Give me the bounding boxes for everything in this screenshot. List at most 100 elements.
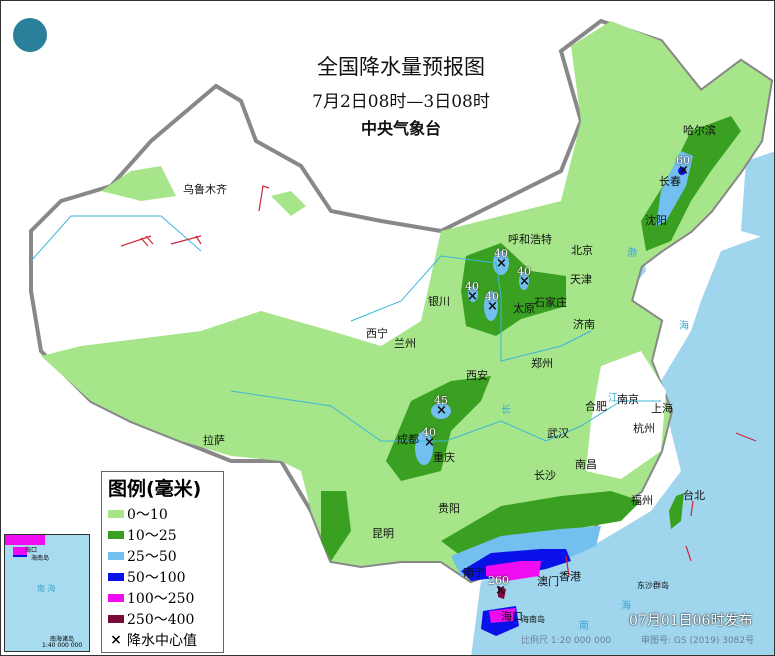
- rain-center-value: 60: [676, 154, 690, 167]
- yellow-river: [350, 255, 592, 362]
- forecast-period: 7月2日08时—3日08时: [312, 92, 490, 112]
- city-label: 成都: [397, 433, 419, 446]
- city-label: 天津: [570, 273, 592, 286]
- agency-name: 中央气象台: [360, 119, 441, 138]
- legend-item: 250～400: [108, 608, 217, 629]
- city-label: 哈尔滨: [683, 124, 716, 137]
- city-label: 沈阳: [645, 214, 667, 227]
- city-label: 上海: [651, 402, 673, 415]
- rain-center-value: 40: [465, 280, 479, 293]
- inset-sea-label: 南 海: [37, 584, 56, 593]
- city-label: 拉萨: [203, 434, 225, 447]
- rain-center-value: 45: [434, 394, 448, 407]
- south-china-sea-inset: 海口 海南岛 南 海 南海诸岛 1:40 000 000: [4, 534, 90, 652]
- rain-zone-25-50-d: [519, 272, 529, 290]
- rain-zone-25-50-f: [415, 431, 433, 465]
- inset-scale: 1:40 000 000: [42, 642, 83, 649]
- rain-zone-250-400: [498, 586, 506, 599]
- legend-item: 50～100: [108, 566, 217, 587]
- rain-zone-25-50-c: [468, 286, 478, 302]
- rain-center-value: 40: [517, 265, 531, 278]
- city-label: 贵阳: [438, 502, 460, 515]
- legend-item: 25～50: [108, 545, 217, 566]
- legend-label: 100～250: [127, 590, 195, 607]
- rain-center-marker-icon: ×: [436, 403, 447, 418]
- legend-swatch: [108, 593, 124, 602]
- map-scale: 比例尺 1:20 000 000: [521, 636, 612, 646]
- rain-center-value: 260: [488, 574, 509, 587]
- legend-title: 图例(毫米): [108, 478, 202, 500]
- wind-barb: [120, 185, 757, 577]
- rain-zone-0-10-xinjiang: [101, 166, 176, 201]
- legend-item: 100～250: [108, 587, 217, 608]
- city-label: 澳门: [537, 575, 559, 588]
- city-label: 呼和浩特: [508, 233, 552, 246]
- rain-zone-25-50-b: [484, 291, 498, 321]
- city-label: 长沙: [534, 469, 556, 482]
- rain-center-marker-icon: ×: [110, 631, 122, 648]
- legend-label: 50～100: [127, 569, 186, 586]
- city-label: 西安: [466, 369, 488, 382]
- city-label: 东沙群岛: [637, 581, 669, 590]
- legend: 图例(毫米) 0～10 10～25 25～50 50～100 100～250 2…: [101, 471, 224, 653]
- legend-label: 降水中心值: [127, 632, 197, 649]
- inset-islands-label: 南海诸岛: [50, 636, 75, 643]
- city-label: 武汉: [547, 427, 569, 440]
- inset-hainan: [13, 547, 27, 557]
- rain-center-value: 40: [485, 290, 499, 303]
- city-label: 银川: [428, 295, 450, 308]
- sea-label: 渤: [627, 246, 637, 259]
- river-label: 江: [608, 392, 618, 404]
- taiwan: [669, 493, 684, 529]
- rain-zone-100-250-hainan: [489, 608, 516, 623]
- city-label: 石家庄: [534, 296, 567, 309]
- legend-swatch: [108, 572, 124, 581]
- issued-time: 07月01日06时发布: [629, 613, 753, 629]
- rain-center-marker-icon: ×: [678, 163, 689, 178]
- yangtze-river: [230, 390, 661, 442]
- rain-center-marker-icon: ×: [519, 274, 530, 289]
- tarim-river: [30, 215, 202, 262]
- city-label: 北京: [571, 244, 593, 257]
- rain-center-value: 40: [494, 247, 508, 260]
- city-label: 海南岛: [521, 615, 545, 624]
- city-label: 长春: [659, 175, 681, 188]
- city-label: 昆明: [372, 527, 394, 540]
- legend-item: 10～25: [108, 524, 217, 545]
- river-label: 长: [501, 404, 511, 416]
- city-label: 重庆: [433, 451, 455, 464]
- dry-zone-east: [586, 351, 666, 479]
- rain-zone-0-10-xinjiang-east: [271, 191, 306, 216]
- city-label: 南昌: [575, 458, 597, 471]
- city-label: 西宁: [366, 327, 388, 340]
- city-label: 太原: [513, 302, 535, 315]
- rain-center-marker-icon: ×: [487, 299, 498, 314]
- rain-center-value: 40: [422, 426, 436, 439]
- city-label: 乌鲁木齐: [183, 183, 227, 196]
- inset-rain: [5, 535, 45, 545]
- legend-label: 250～400: [127, 611, 195, 628]
- legend-item: × 降水中心值: [108, 629, 217, 650]
- city-label: 海口: [501, 610, 523, 623]
- city-label: 济南: [573, 318, 595, 331]
- city-label: 郑州: [531, 357, 553, 370]
- city-label: 杭州: [633, 422, 655, 435]
- legend-label: 0～10: [127, 506, 168, 523]
- rain-zone-10-25-yunnan: [321, 491, 351, 561]
- sea-area: [471, 231, 774, 655]
- sea-label: 南: [579, 619, 589, 632]
- sea-label: 海: [679, 319, 689, 332]
- city-label: 兰州: [394, 337, 416, 350]
- rain-zone-10-25-sichuan: [386, 376, 491, 481]
- japan-sea: [741, 151, 774, 241]
- rain-center-marker-icon: ×: [496, 256, 507, 271]
- map-title: 全国降水量预报图: [317, 55, 485, 79]
- inset-hainan-label: 海南岛: [31, 555, 50, 562]
- sea-label: 海: [621, 599, 631, 612]
- legend-label: 25～50: [127, 548, 177, 565]
- rain-zone-25-50-e: [431, 403, 451, 419]
- map-approval-number: 审图号: GS (2019) 3082号: [641, 636, 755, 646]
- city-label: 合肥: [585, 400, 607, 413]
